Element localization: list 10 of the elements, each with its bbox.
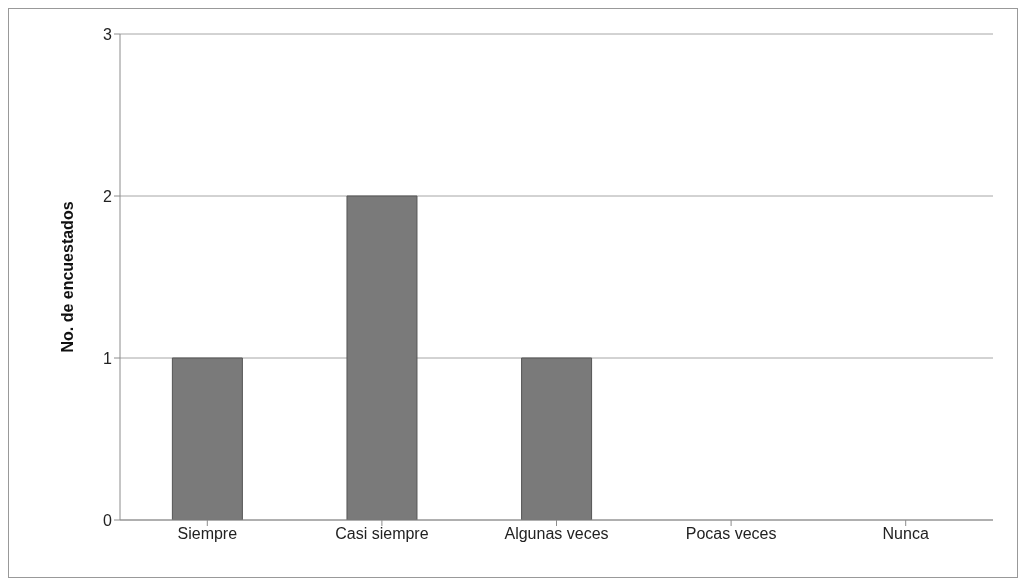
x-tick-label: Casi siempre bbox=[335, 525, 429, 543]
y-tick-label: 1 bbox=[103, 349, 113, 367]
x-tick-label: Nunca bbox=[882, 525, 929, 543]
x-tick-label: Algunas veces bbox=[504, 525, 609, 543]
y-tick-label: 2 bbox=[103, 187, 113, 205]
x-tick-label: Siempre bbox=[177, 525, 238, 543]
x-tick-label: Pocas veces bbox=[685, 525, 777, 543]
y-tick-label: 3 bbox=[103, 25, 113, 43]
y-tick-label: 0 bbox=[103, 511, 113, 529]
y-axis-title: No. de encuestados bbox=[58, 201, 76, 353]
